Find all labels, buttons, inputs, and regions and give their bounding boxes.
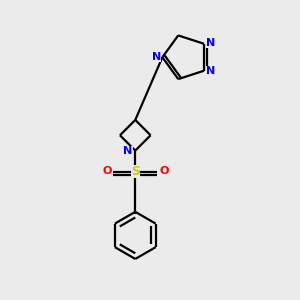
Text: O: O	[159, 166, 169, 176]
Text: N: N	[206, 66, 215, 76]
Text: O: O	[102, 166, 111, 176]
Text: N: N	[206, 38, 215, 48]
Text: S: S	[131, 165, 140, 178]
Text: N: N	[152, 52, 161, 62]
Text: N: N	[123, 146, 133, 156]
